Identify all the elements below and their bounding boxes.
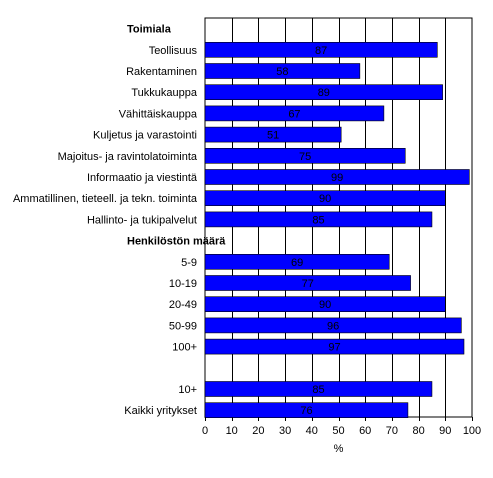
category-label-50-99: 50-99 bbox=[169, 320, 197, 332]
tick-label-10: 10 bbox=[226, 425, 238, 437]
tick-label-70: 70 bbox=[386, 425, 398, 437]
bar-kaikki-yritykset bbox=[204, 402, 409, 419]
bar-50-99 bbox=[204, 317, 462, 334]
value-label-10: 85 bbox=[312, 384, 324, 396]
category-label-kuljetus-ja-varastointi: Kuljetus ja varastointi bbox=[93, 130, 197, 142]
bar-teollisuus bbox=[204, 41, 438, 58]
value-label-teollisuus: 87 bbox=[315, 45, 327, 57]
value-label-hallinto-ja-tukipalvelut: 85 bbox=[312, 214, 324, 226]
value-label-tukkukauppa: 89 bbox=[318, 87, 330, 99]
category-label-kaikki-yritykset: Kaikki yritykset bbox=[124, 405, 197, 417]
x-axis-label: % bbox=[334, 443, 344, 455]
category-label-vahittaiskauppa: Vähittäiskauppa bbox=[119, 108, 198, 120]
value-label-kaikki-yritykset: 76 bbox=[300, 405, 312, 417]
value-label-10-19: 77 bbox=[302, 278, 314, 290]
bar-10-19 bbox=[204, 275, 411, 291]
bar-hallinto-ja-tukipalvelut bbox=[204, 211, 433, 228]
bar-layer bbox=[204, 41, 470, 419]
category-label-tukkukauppa: Tukkukauppa bbox=[131, 87, 198, 99]
tick-label-50: 50 bbox=[332, 425, 344, 437]
category-label-informaatio-ja-viestinta: Informaatio ja viestintä bbox=[87, 172, 198, 184]
value-label-kuljetus-ja-varastointi: 51 bbox=[267, 130, 279, 142]
tick-label-0: 0 bbox=[202, 425, 208, 437]
bar-vahittaiskauppa bbox=[204, 105, 385, 122]
tick-label-100: 100 bbox=[463, 425, 481, 437]
value-label-50-99: 96 bbox=[327, 320, 339, 332]
category-label-hallinto-ja-tukipalvelut: Hallinto- ja tukipalvelut bbox=[87, 214, 197, 226]
group-heading-henkiloston-maara: Henkilöstön määrä bbox=[127, 236, 226, 248]
bar-tukkukauppa bbox=[204, 84, 443, 100]
value-label-100: 97 bbox=[328, 342, 340, 354]
bar-kuljetus-ja-varastointi bbox=[204, 126, 342, 143]
bar-ammatillinen-tieteell-ja-tekn-toiminta bbox=[204, 190, 446, 206]
tick-label-60: 60 bbox=[359, 425, 371, 437]
value-label-ammatillinen-tieteell-ja-tekn-toiminta: 90 bbox=[319, 193, 331, 205]
category-label-ammatillinen-tieteell-ja-tekn-toiminta: Ammatillinen, tieteell. ja tekn. toimint… bbox=[13, 193, 198, 205]
bar-rakentaminen bbox=[204, 63, 361, 79]
category-label-20-49: 20-49 bbox=[169, 299, 197, 311]
value-label-vahittaiskauppa: 67 bbox=[288, 108, 300, 120]
axis-layer: 0 10 20 30 40 50 60 70 80 90 100% bbox=[202, 417, 481, 455]
tick-label-40: 40 bbox=[306, 425, 318, 437]
bar-10 bbox=[204, 381, 433, 397]
bar-5-9 bbox=[204, 254, 390, 270]
tick-label-80: 80 bbox=[412, 425, 424, 437]
group-heading-toimiala: Toimiala bbox=[127, 24, 172, 36]
category-label-10-19: 10-19 bbox=[169, 278, 197, 290]
value-label-rakentaminen: 58 bbox=[276, 66, 288, 78]
bar-informaatio-ja-viestinta bbox=[204, 169, 470, 185]
category-label-10: 10+ bbox=[178, 384, 197, 396]
category-label-5-9: 5-9 bbox=[181, 257, 197, 269]
value-label-majoitus-ja-ravintolatoiminta: 75 bbox=[299, 151, 311, 163]
tick-label-30: 30 bbox=[279, 425, 291, 437]
bar-20-49 bbox=[204, 296, 446, 313]
value-label-20-49: 90 bbox=[319, 299, 331, 311]
value-label-informaatio-ja-viestinta: 99 bbox=[331, 172, 343, 184]
label-layer: Toimiala Teollisuus 87 Rakentaminen 58 Tukkuk… bbox=[13, 24, 343, 418]
value-label-5-9: 69 bbox=[291, 257, 303, 269]
tick-label-90: 90 bbox=[439, 425, 451, 437]
category-label-teollisuus: Teollisuus bbox=[149, 45, 198, 57]
tick-label-20: 20 bbox=[252, 425, 264, 437]
category-label-100: 100+ bbox=[172, 342, 197, 354]
bar-100 bbox=[204, 338, 465, 355]
bar-majoitus-ja-ravintolatoiminta bbox=[204, 148, 406, 164]
category-label-rakentaminen: Rakentaminen bbox=[126, 66, 197, 78]
category-label-majoitus-ja-ravintolatoiminta: Majoitus- ja ravintolatoiminta bbox=[58, 151, 198, 163]
